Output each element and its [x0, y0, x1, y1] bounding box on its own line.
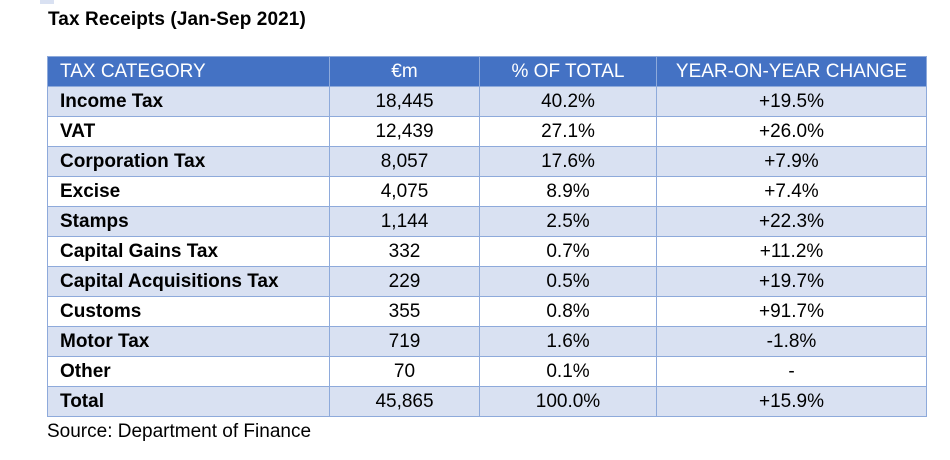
cell-pct-total: 2.5%: [479, 206, 657, 237]
table-row: Capital Gains Tax 332 0.7% +11.2%: [47, 236, 927, 267]
cell-tax-category: Customs: [47, 296, 330, 327]
cell-pct-total: 40.2%: [479, 86, 657, 117]
cell-tax-category: Capital Gains Tax: [47, 236, 330, 267]
cell-tax-category: Corporation Tax: [47, 146, 330, 177]
cell-eur-m: 332: [329, 236, 480, 267]
page-title: Tax Receipts (Jan-Sep 2021): [48, 9, 306, 30]
tax-receipts-table: TAX CATEGORY €m % OF TOTAL YEAR-ON-YEAR …: [47, 56, 927, 417]
cell-yoy-change: +19.7%: [656, 266, 927, 297]
cell-yoy-change: +19.5%: [656, 86, 927, 117]
cell-eur-m: 355: [329, 296, 480, 327]
header-eur-m: €m: [329, 56, 480, 87]
cell-yoy-change: +11.2%: [656, 236, 927, 267]
cell-yoy-change: +7.4%: [656, 176, 927, 207]
table-row: Excise 4,075 8.9% +7.4%: [47, 176, 927, 207]
cell-yoy-change: -1.8%: [656, 326, 927, 357]
table-row: Corporation Tax 8,057 17.6% +7.9%: [47, 146, 927, 177]
header-row: TAX CATEGORY €m % OF TOTAL YEAR-ON-YEAR …: [47, 56, 927, 87]
table-row: Stamps 1,144 2.5% +22.3%: [47, 206, 927, 237]
table-header: TAX CATEGORY €m % OF TOTAL YEAR-ON-YEAR …: [47, 56, 927, 87]
header-pct-total: % OF TOTAL: [479, 56, 657, 87]
source-note: Source: Department of Finance: [47, 421, 312, 442]
table-row: Total 45,865 100.0% +15.9%: [47, 386, 927, 417]
cell-tax-category: VAT: [47, 116, 330, 147]
cell-tax-category: Other: [47, 356, 330, 387]
cell-eur-m: 719: [329, 326, 480, 357]
cell-tax-category: Total: [47, 386, 330, 417]
cell-yoy-change: +91.7%: [656, 296, 927, 327]
cell-pct-total: 27.1%: [479, 116, 657, 147]
header-tax-category: TAX CATEGORY: [47, 56, 330, 87]
cell-eur-m: 229: [329, 266, 480, 297]
cell-pct-total: 17.6%: [479, 146, 657, 177]
cell-yoy-change: +15.9%: [656, 386, 927, 417]
cell-tax-category: Income Tax: [47, 86, 330, 117]
cell-pct-total: 0.5%: [479, 266, 657, 297]
cell-pct-total: 8.9%: [479, 176, 657, 207]
cell-eur-m: 1,144: [329, 206, 480, 237]
cell-eur-m: 8,057: [329, 146, 480, 177]
cell-pct-total: 100.0%: [479, 386, 657, 417]
table-row: Customs 355 0.8% +91.7%: [47, 296, 927, 327]
cell-yoy-change: -: [656, 356, 927, 387]
table-row: VAT 12,439 27.1% +26.0%: [47, 116, 927, 147]
cell-tax-category: Motor Tax: [47, 326, 330, 357]
header-yoy-change: YEAR-ON-YEAR CHANGE: [656, 56, 927, 87]
cell-eur-m: 12,439: [329, 116, 480, 147]
cell-eur-m: 45,865: [329, 386, 480, 417]
table-row: Income Tax 18,445 40.2% +19.5%: [47, 86, 927, 117]
cell-pct-total: 1.6%: [479, 326, 657, 357]
table-row: Motor Tax 719 1.6% -1.8%: [47, 326, 927, 357]
cell-yoy-change: +7.9%: [656, 146, 927, 177]
table-row: Other 70 0.1% -: [47, 356, 927, 387]
cell-eur-m: 4,075: [329, 176, 480, 207]
cell-pct-total: 0.8%: [479, 296, 657, 327]
cell-pct-total: 0.1%: [479, 356, 657, 387]
table-row: Capital Acquisitions Tax 229 0.5% +19.7%: [47, 266, 927, 297]
cell-tax-category: Capital Acquisitions Tax: [47, 266, 330, 297]
cell-yoy-change: +26.0%: [656, 116, 927, 147]
cell-eur-m: 18,445: [329, 86, 480, 117]
accent-mark: [40, 0, 54, 4]
table-body: Income Tax 18,445 40.2% +19.5% VAT 12,439 27.1…: [47, 86, 927, 417]
cell-tax-category: Excise: [47, 176, 330, 207]
cell-yoy-change: +22.3%: [656, 206, 927, 237]
cell-eur-m: 70: [329, 356, 480, 387]
cell-pct-total: 0.7%: [479, 236, 657, 267]
cell-tax-category: Stamps: [47, 206, 330, 237]
